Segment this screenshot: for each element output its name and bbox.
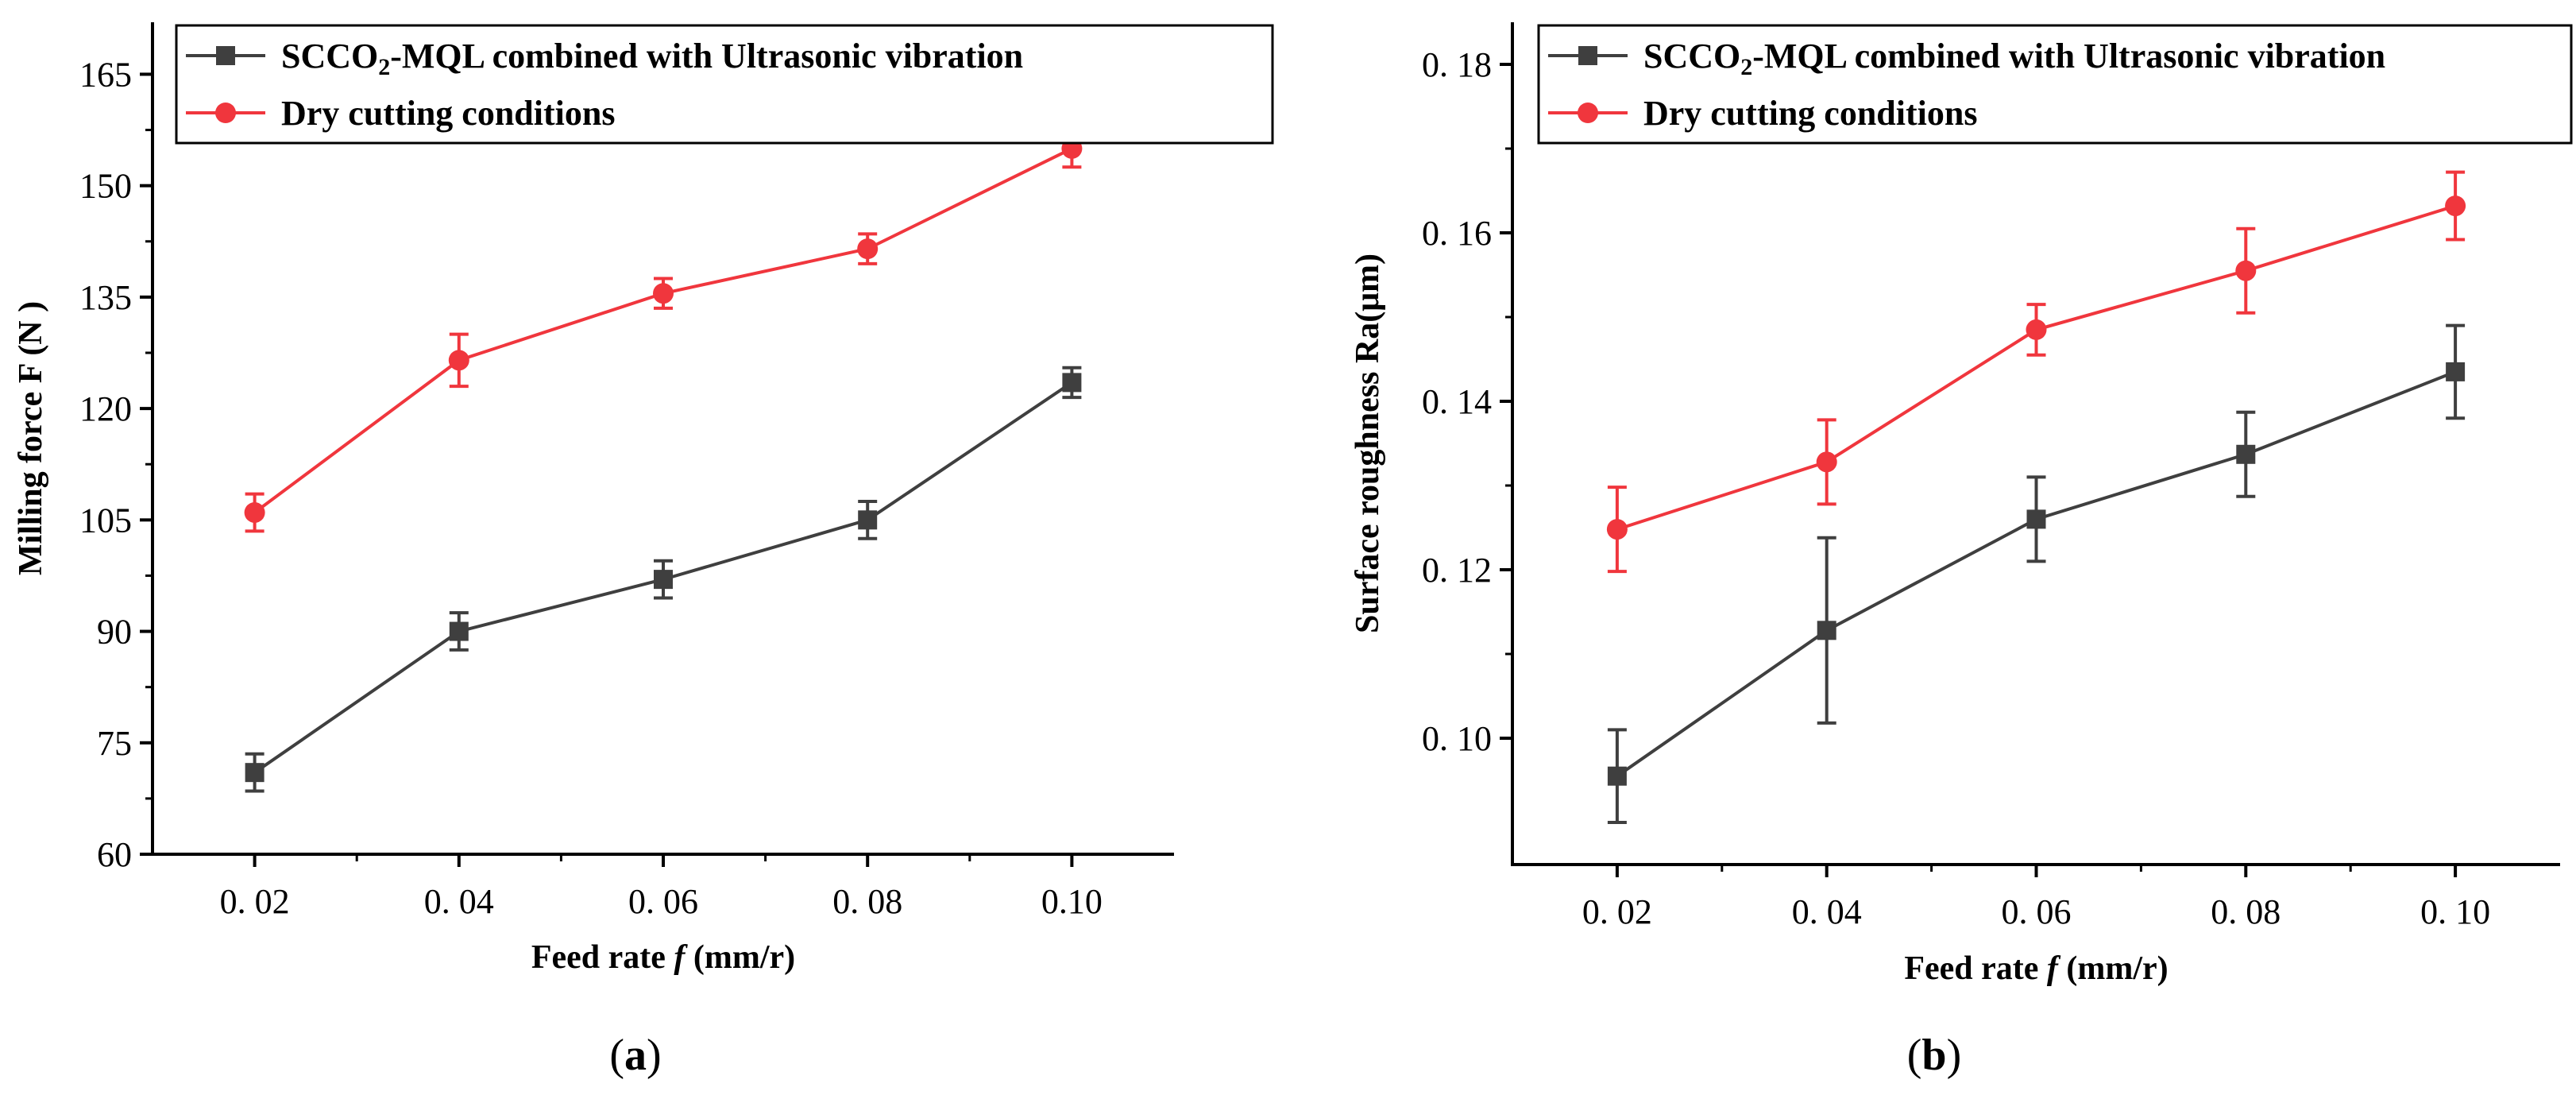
- panel-label-open: (: [1907, 1031, 1922, 1080]
- legend-label: SCCO2-MQL combined with Ultrasonic vibra…: [281, 37, 1023, 80]
- data-point-circle: [1606, 519, 1628, 540]
- x-axis-label: Feed rate f (mm/r): [1904, 950, 2168, 987]
- series-line: [1616, 370, 2456, 778]
- data-point-circle: [2445, 195, 2466, 217]
- data-point-square: [1062, 373, 1082, 393]
- chart-panel-b: 0. 10 0. 12 0. 14 0. 16 0. 18 0. 02 0. 04 0. 06…: [1350, 22, 2573, 1080]
- y-tick-label: 120: [79, 389, 132, 428]
- x-tick-label: 0. 06: [628, 882, 698, 921]
- legend-label-suffix: -MQL combined with Ultrasonic vibration: [1752, 37, 2385, 75]
- data-point-circle: [2026, 319, 2047, 340]
- y-tick-label: 0. 18: [1422, 45, 1492, 84]
- x-axis-label: Feed rate f (mm/r): [531, 939, 795, 976]
- legend-label-subscript: 2: [378, 54, 390, 80]
- y-tick-label: 60: [97, 835, 132, 874]
- data-point-circle: [244, 501, 265, 523]
- x-tick-label: 0. 08: [832, 882, 902, 921]
- data-point-square: [2026, 509, 2046, 529]
- data-point-circle: [1816, 451, 1837, 473]
- legend-box: [175, 24, 1274, 145]
- data-point-square: [1817, 621, 1836, 640]
- x-axis-label-symbol: f: [2047, 950, 2061, 987]
- series-0: [1607, 323, 2466, 824]
- x-tick-label: 0. 04: [1792, 892, 1862, 931]
- panel-label-letter: a: [624, 1031, 647, 1080]
- panel-label-open: (: [609, 1031, 624, 1080]
- y-tick-label: 90: [97, 613, 132, 652]
- x-axis-label-text: Feed rate: [531, 939, 674, 976]
- panel-label-close: ): [647, 1031, 662, 1080]
- data-point-square: [2236, 444, 2256, 464]
- legend-label-prefix: SCCO: [1643, 37, 1740, 75]
- data-point-circle: [448, 350, 469, 371]
- y-tick-label: 105: [79, 501, 132, 540]
- legend-label: SCCO2-MQL combined with Ultrasonic vibra…: [1643, 37, 2385, 80]
- legend-label-subscript: 2: [1740, 54, 1752, 80]
- x-tick-label: 0. 10: [2420, 892, 2490, 931]
- legend-label-suffix: -MQL combined with Ultrasonic vibration: [390, 37, 1023, 75]
- y-tick-label: 75: [97, 724, 132, 763]
- y-tick-label: 0. 16: [1422, 214, 1492, 253]
- data-point-square: [449, 621, 469, 641]
- y-tick-label: 0. 10: [1422, 719, 1492, 758]
- x-axis-label-text: Feed rate: [1904, 950, 2047, 987]
- y-tick-label: 0. 12: [1422, 551, 1492, 590]
- data-point-square: [1607, 766, 1627, 786]
- legend-marker-square: [216, 46, 235, 65]
- legend: SCCO2-MQL combined with Ultrasonic vibra…: [1537, 24, 2573, 145]
- data-point-square: [858, 510, 878, 530]
- y-axis-label: Milling force F (N ): [13, 301, 49, 575]
- x-tick-label: 0. 08: [2211, 892, 2281, 931]
- panel-label: (a): [609, 1031, 661, 1080]
- data-point-square: [245, 763, 265, 783]
- y-tick-label: 150: [79, 167, 132, 206]
- legend-label: Dry cutting conditions: [281, 94, 615, 133]
- y-axis-label: Surface roughness Ra(μm): [1350, 253, 1386, 633]
- legend-marker-circle: [215, 103, 236, 123]
- legend-marker-circle: [1578, 103, 1598, 123]
- series-line: [253, 147, 1073, 514]
- legend: SCCO2-MQL combined with Ultrasonic vibra…: [175, 24, 1274, 145]
- y-tick-label: 135: [79, 278, 132, 317]
- x-tick-label: 0. 06: [2002, 892, 2072, 931]
- y-tick-label: 165: [79, 55, 132, 94]
- series-1: [1606, 170, 2466, 574]
- x-tick-label: 0. 02: [1582, 892, 1652, 931]
- legend-label: Dry cutting conditions: [1643, 94, 1977, 133]
- panel-label: (b): [1907, 1031, 1961, 1080]
- chart-panel-a: 60 75 90 105 120 135 150 165 0. 02 0. 04 0. 06 0. 0…: [13, 22, 1274, 1080]
- data-point-circle: [857, 238, 879, 260]
- x-axis-label-symbol: f: [674, 939, 688, 976]
- y-tick-label: 0. 14: [1422, 382, 1492, 421]
- data-point-square: [2446, 362, 2466, 381]
- legend-marker-square: [1578, 46, 1597, 65]
- x-tick-label: 0.10: [1041, 882, 1103, 921]
- data-point-circle: [653, 283, 674, 304]
- panel-label-letter: b: [1921, 1031, 1946, 1080]
- x-axis-label-unit: (mm/r): [685, 939, 795, 976]
- x-axis-label-unit: (mm/r): [2058, 950, 2169, 987]
- x-tick-label: 0. 04: [424, 882, 494, 921]
- x-tick-label: 0. 02: [220, 882, 290, 921]
- legend-box: [1537, 24, 2573, 145]
- panel-label-close: ): [1947, 1031, 1962, 1080]
- series-0: [245, 366, 1082, 793]
- data-point-circle: [2235, 260, 2257, 281]
- series-1: [244, 128, 1083, 533]
- legend-label-prefix: SCCO: [281, 37, 378, 75]
- data-point-square: [654, 570, 673, 590]
